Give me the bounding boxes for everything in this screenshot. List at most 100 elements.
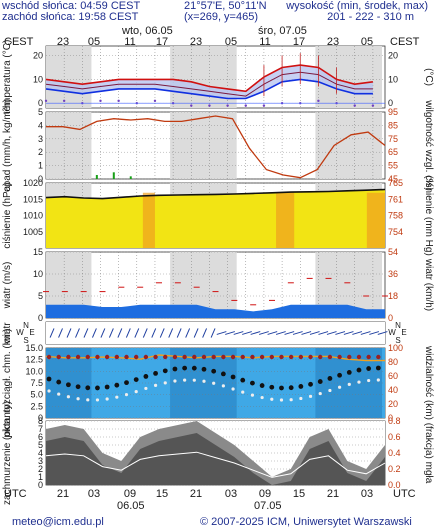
dew-point-dot (190, 104, 193, 107)
y-tick-label: 5.0 (30, 390, 43, 400)
cloud-base-dot (56, 379, 62, 385)
pressure-line (45, 188, 386, 200)
cloud-base-dot (240, 377, 246, 383)
cest-hour-label: 11 (124, 36, 135, 48)
cloud-base-dot (375, 365, 381, 371)
cloud-low-dot (115, 395, 119, 399)
y-tick-label: 7 (38, 424, 43, 434)
cloud-low-dot (367, 378, 371, 383)
cloud-base-dot (327, 376, 333, 381)
wind-arrow (117, 328, 123, 338)
cloud-top-dot (366, 354, 371, 360)
cloud-top-dot (318, 354, 323, 360)
elevation-value: 201 - 222 - 310 m (327, 11, 414, 23)
wind-arrow (83, 328, 89, 338)
compass-left-label: W (16, 328, 24, 337)
utc-hour-label: 03 (225, 488, 237, 500)
y-tick-label: 7.5 (30, 378, 43, 388)
wind-arrow (377, 331, 388, 335)
y-tick-label-right: 20 (388, 399, 398, 409)
wind-arrow (176, 328, 182, 338)
utc-hour-label: 09 (124, 488, 136, 500)
cloud-base-dot (220, 371, 226, 377)
wind-arrow (343, 331, 354, 335)
cloud-top-dot (337, 354, 342, 360)
wind-arrow (225, 331, 235, 335)
cloud-base-dot (124, 380, 129, 386)
wind-arrow (369, 331, 380, 335)
cloud-top-dot (85, 354, 90, 360)
y-tick-label: 1 (38, 161, 43, 171)
panel-right-label: (frakcja) mgła (423, 423, 434, 484)
y-tick-label-right: 0.2 (388, 464, 401, 474)
wind-arrow (193, 328, 199, 338)
wind-arrow (233, 331, 244, 335)
cloud-low-dot (202, 379, 206, 383)
cloud-top-dot (182, 354, 187, 360)
cloud-base-dot (46, 376, 52, 382)
y-tick-label-right: 761 (388, 194, 403, 204)
y-tick-label-right: 765 (388, 178, 403, 188)
cloud-top-dot (172, 354, 178, 360)
cloud-base-dot (133, 377, 139, 383)
cest-hour-label: 23 (57, 36, 69, 48)
utc-left: UTC (4, 488, 27, 500)
y-tick-label: 5 (38, 440, 43, 450)
wind-arrow (210, 328, 216, 338)
cloud-base-dot (288, 385, 294, 391)
cloud-top-dot (211, 354, 216, 360)
wind-arrow (250, 331, 261, 335)
wind-arrow (100, 328, 106, 338)
wind-arrow (275, 331, 286, 335)
y-tick-label: 1015 (23, 194, 43, 204)
y-tick-label: 2 (38, 464, 43, 474)
coords-text: 21°57'E, 50°11'N (184, 0, 267, 12)
utc-hour-label: 03 (361, 488, 373, 500)
panel-right-label: wilgotność wzgl. (%) (423, 99, 434, 191)
panel-right-label: (°C) (423, 68, 434, 86)
utc-hour-label: 15 (156, 488, 168, 500)
y-tick-label-right: 0 (388, 98, 393, 108)
footer-copyright: © 2007-2025 ICM, Uniwersytet Warszawski (200, 516, 412, 528)
y-tick-label-right: 55 (388, 161, 398, 171)
y-tick-label: 1020 (23, 178, 43, 188)
cloud-top-dot (327, 354, 333, 360)
y-tick-label: 0 (38, 313, 43, 323)
cloud-low-dot (192, 378, 196, 382)
wind-arrow (49, 328, 55, 338)
panel-left-label: opad (mm/h, kg/m²h) (2, 99, 13, 192)
cloud-top-dot (298, 354, 304, 360)
cloud-low-dot (153, 383, 158, 387)
wind-arrow (151, 328, 157, 338)
elevation-label: wysokość (min, środek, max) (286, 0, 428, 12)
cloud-top-dot (66, 354, 71, 360)
wind-arrow (258, 331, 269, 335)
cloud-top-dot (230, 354, 236, 360)
y-tick-label: 0 (38, 174, 43, 184)
compass-right-label: S (395, 336, 400, 345)
y-tick-label-right: 65 (388, 147, 398, 157)
dew-point-dot (44, 99, 48, 103)
cloud-low-dot (66, 395, 70, 399)
footer-email[interactable]: meteo@icm.edu.pl (12, 516, 104, 528)
y-tick-label: 2 (38, 147, 43, 157)
y-tick-label-right: 36 (388, 269, 398, 279)
cloud-low-dot (173, 379, 177, 383)
wind-arrow (125, 328, 131, 338)
cloud-top-dot (133, 354, 139, 360)
cloud-low-dot (328, 388, 332, 393)
wind-arrow (58, 328, 63, 338)
cloud-base-dot (279, 385, 284, 391)
wind-arrow (134, 328, 140, 338)
cloud-base-dot (211, 368, 217, 374)
utc-hour-label: 15 (293, 488, 305, 500)
wind-arrow (360, 331, 371, 335)
cloud-low-dot (105, 397, 109, 401)
cloud-base-dot (337, 372, 342, 378)
wind-arrow (202, 328, 208, 338)
wind-arrow (142, 328, 148, 338)
y-tick-label: 0 (38, 480, 43, 490)
day1-bottom: 06.05 (117, 500, 145, 512)
dew-point-dot (117, 99, 120, 103)
cloud-low-dot (134, 390, 138, 394)
